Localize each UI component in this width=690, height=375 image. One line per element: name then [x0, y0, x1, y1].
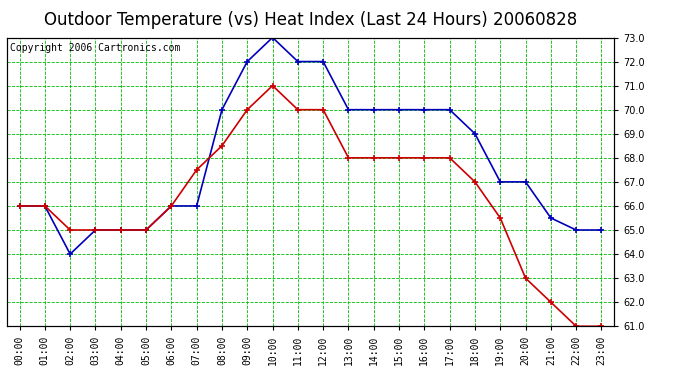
Text: Copyright 2006 Cartronics.com: Copyright 2006 Cartronics.com — [10, 43, 180, 53]
Text: Outdoor Temperature (vs) Heat Index (Last 24 Hours) 20060828: Outdoor Temperature (vs) Heat Index (Las… — [44, 11, 577, 29]
